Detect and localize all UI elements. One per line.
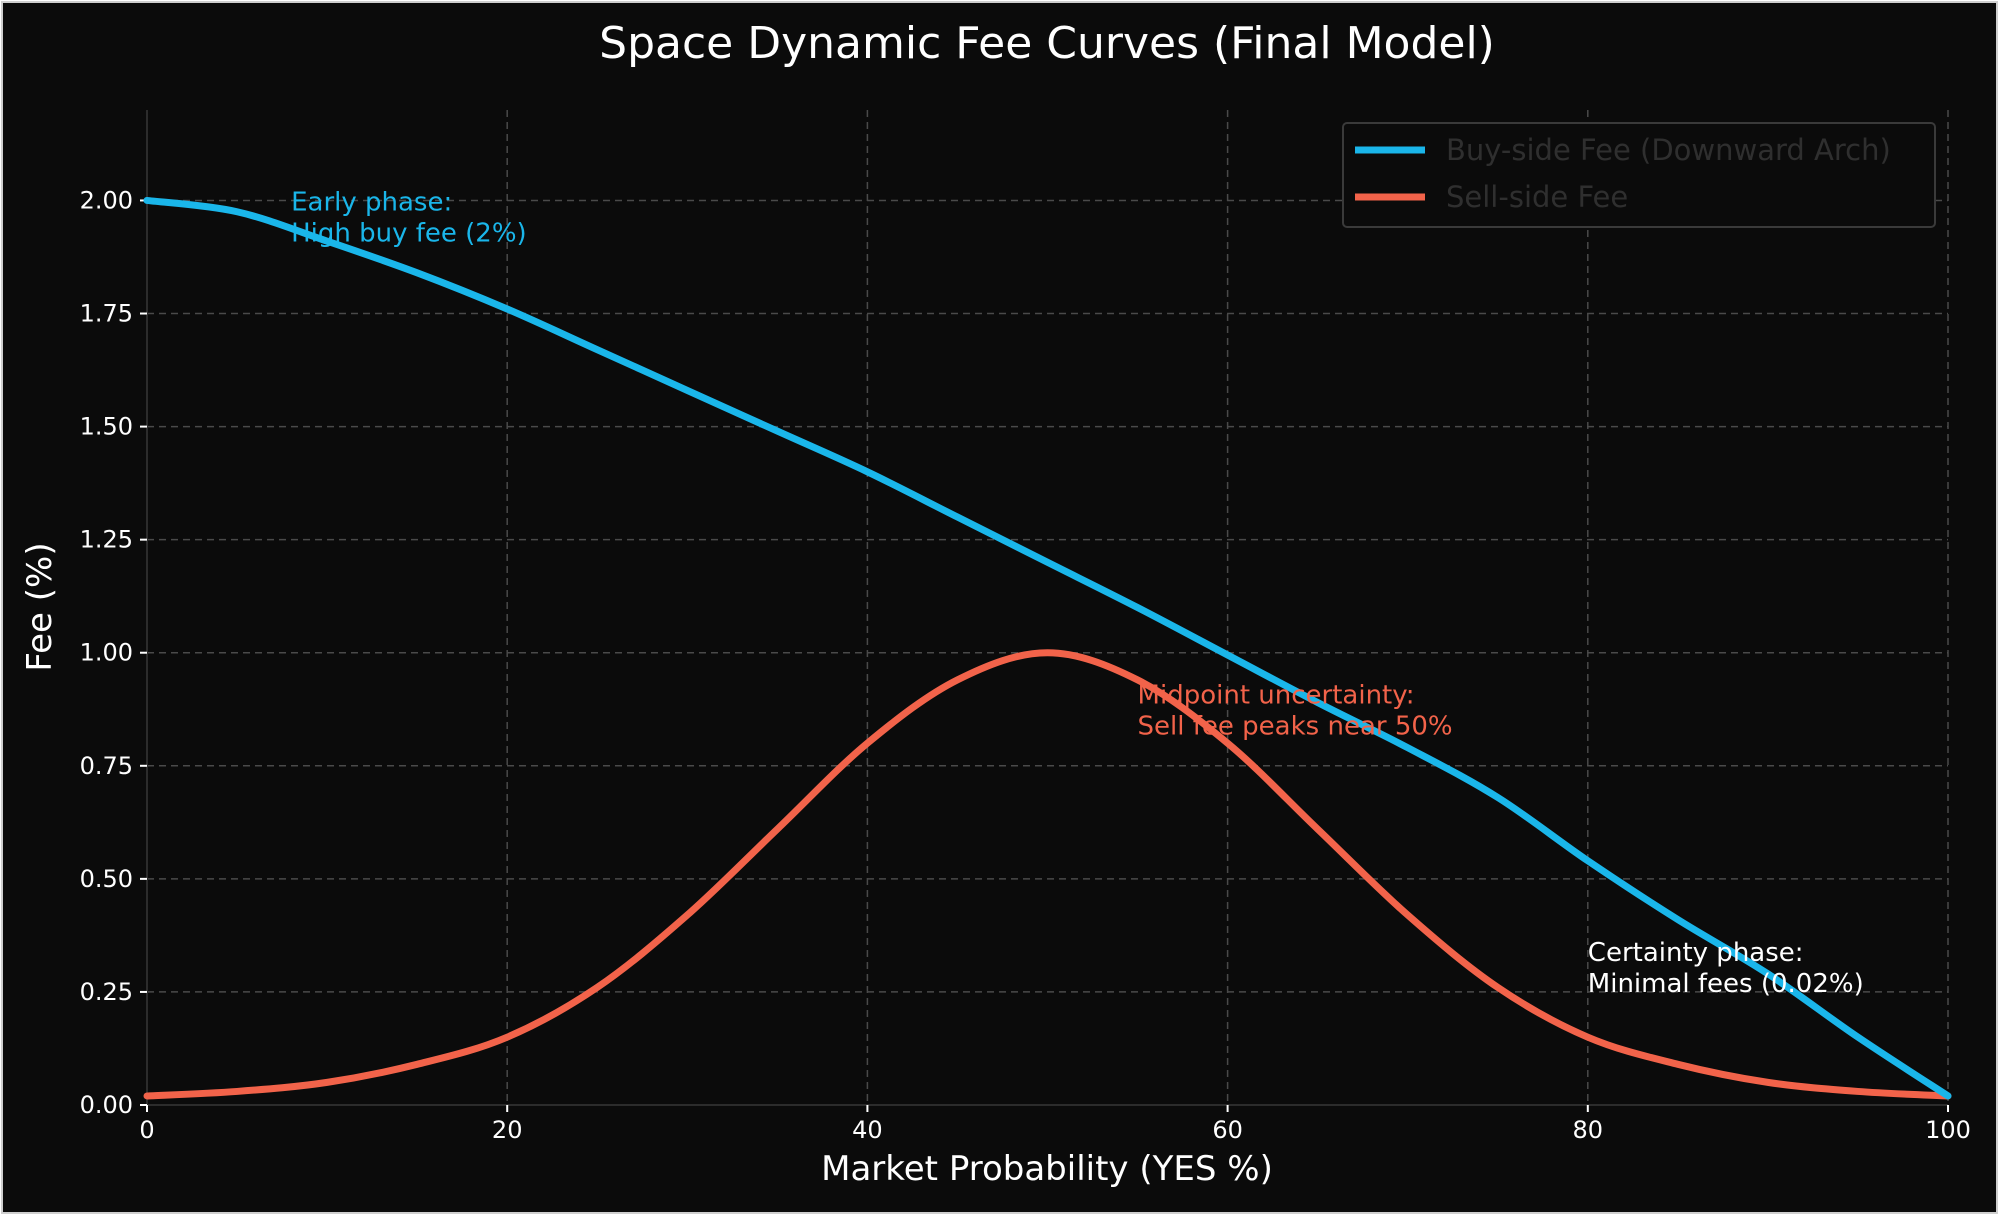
series-line-buy-side-fee bbox=[143, 196, 1952, 1100]
x-tick-label: 20 bbox=[492, 1116, 523, 1144]
annotation-line: Early phase: bbox=[291, 187, 452, 217]
y-tick-label: 1.50 bbox=[80, 413, 133, 441]
series-layer bbox=[143, 196, 1952, 1100]
annotation-2: Midpoint uncertainty: Sell fee peaks near… bbox=[1138, 680, 1453, 741]
legend-box bbox=[1342, 122, 1936, 228]
annotation-line: Minimal fees (0.02%) bbox=[1588, 969, 1864, 999]
series-line-sell-side-fee bbox=[143, 649, 1952, 1100]
x-axis-label: Market Probability (YES %) bbox=[821, 1149, 1273, 1189]
y-tick-label: 0.50 bbox=[80, 865, 133, 893]
y-tick-label: 1.00 bbox=[80, 639, 133, 667]
y-tick-label: 1.25 bbox=[80, 526, 133, 554]
legend: Buy-side Fee (Downward Arch) Sell-side Fe… bbox=[1342, 122, 1936, 228]
x-tick-label: 40 bbox=[852, 1116, 883, 1144]
legend-items: Buy-side Fee (Downward Arch) Sell-side Fe… bbox=[1355, 133, 1891, 214]
x-tick-label: 0 bbox=[139, 1116, 154, 1144]
annotation-3: Certainty phase: Minimal fees (0.02%) bbox=[1588, 938, 1864, 999]
legend-label: Buy-side Fee (Downward Arch) bbox=[1446, 133, 1891, 167]
x-tick-label: 80 bbox=[1573, 1116, 1604, 1144]
x-tick-label: 100 bbox=[1925, 1116, 1971, 1144]
annotation-line: High buy fee (2%) bbox=[291, 218, 527, 248]
x-tick-label: 60 bbox=[1212, 1116, 1243, 1144]
y-tick-label: 0.00 bbox=[80, 1091, 133, 1119]
annotation-line: Certainty phase: bbox=[1588, 938, 1804, 968]
annotation-1: Early phase: High buy fee (2%) bbox=[291, 187, 527, 248]
y-tick-label: 2.00 bbox=[80, 186, 133, 214]
y-axis-label: Fee (%) bbox=[20, 542, 60, 671]
annotation-line: Sell fee peaks near 50% bbox=[1138, 711, 1453, 741]
annotation-line: Midpoint uncertainty: bbox=[1138, 680, 1415, 710]
chart-title: Space Dynamic Fee Curves (Final Model) bbox=[599, 18, 1495, 69]
y-tick-label: 0.25 bbox=[80, 978, 133, 1006]
y-tick-label: 0.75 bbox=[80, 752, 133, 780]
axes-layer: 0 20 40 60 80 100 0.00 0.25 0.50 0.75 1.00 1.25 1.50… bbox=[80, 110, 1971, 1144]
annotation-layer: Early phase: High buy fee (2%) Midpoint un… bbox=[291, 187, 1864, 999]
y-tick-label: 1.75 bbox=[80, 300, 133, 328]
legend-label: Sell-side Fee bbox=[1446, 180, 1628, 214]
